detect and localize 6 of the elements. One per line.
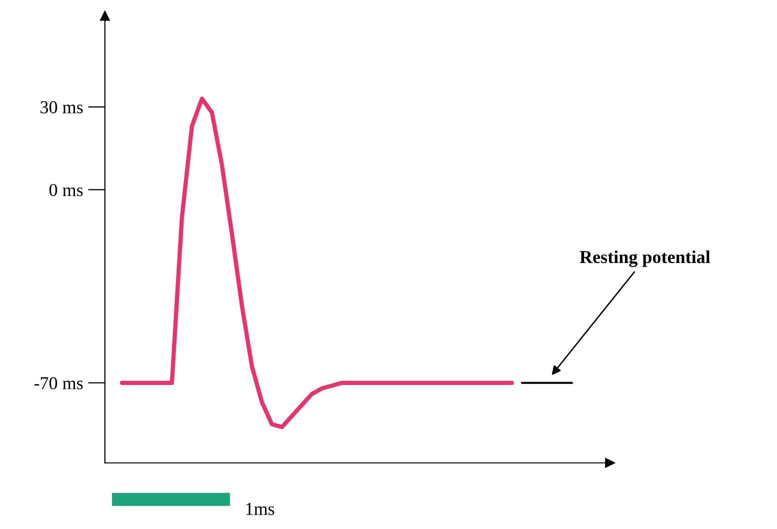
y-tick-label: -70 ms <box>34 377 83 390</box>
y-tick-label: 0 ms <box>49 184 83 196</box>
text: Resting potential <box>580 250 710 267</box>
text: 1ms <box>246 502 274 516</box>
line-series <box>120 96 514 430</box>
y-tick-label: 30 ms <box>40 101 83 114</box>
